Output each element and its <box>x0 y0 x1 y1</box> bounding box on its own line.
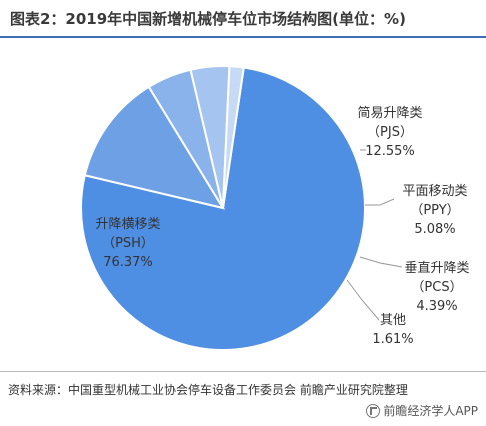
title-divider <box>0 36 486 38</box>
slice-label-5: 其他 <box>380 313 406 328</box>
brand-text: 前瞻经济学人APP <box>383 404 478 418</box>
slice-code-3: （PPY） <box>410 203 459 218</box>
brand-credit: 前瞻经济学人APP <box>366 402 478 419</box>
slice-code-4: （PCS） <box>411 280 462 295</box>
slice-label-1: 升降横移类 <box>95 217 160 232</box>
slice-label-2: 简易升降类 <box>357 105 422 121</box>
brand-logo-icon <box>366 403 381 418</box>
source-note: 资料来源：中国重型机械工业协会停车设备工作委员会 前瞻产业研究院整理 <box>8 383 408 397</box>
slice-value-3: 5.08% <box>414 222 455 237</box>
leader-line-3 <box>365 198 395 206</box>
slice-label-3: 平面移动类 <box>402 184 467 199</box>
slice-value-1: 76.37% <box>103 255 153 270</box>
pie-slice-5 <box>222 65 245 209</box>
slice-code-2: （PJS） <box>367 125 413 140</box>
slice-value-4: 4.39% <box>416 299 457 314</box>
slice-value-2: 12.55% <box>365 144 415 159</box>
slice-code-1: （PSH） <box>102 236 154 251</box>
leader-line-5 <box>346 279 380 321</box>
leader-lines <box>346 149 403 321</box>
slice-labels: 升降横移类 （PSH） 76.37% 简易升降类 （PJS） 12.55% 平面移动类 （PP… <box>95 105 469 347</box>
pie-slices <box>80 65 366 351</box>
chart-title: 图表2：2019年中国新增机械停车位市场结构图(单位：%) <box>10 10 406 28</box>
leader-line-4 <box>359 256 403 268</box>
slice-label-4: 垂直升降类 <box>404 261 469 276</box>
slice-value-5: 1.61% <box>372 332 413 347</box>
pie-slice-2 <box>83 85 226 210</box>
source-divider <box>0 371 486 372</box>
